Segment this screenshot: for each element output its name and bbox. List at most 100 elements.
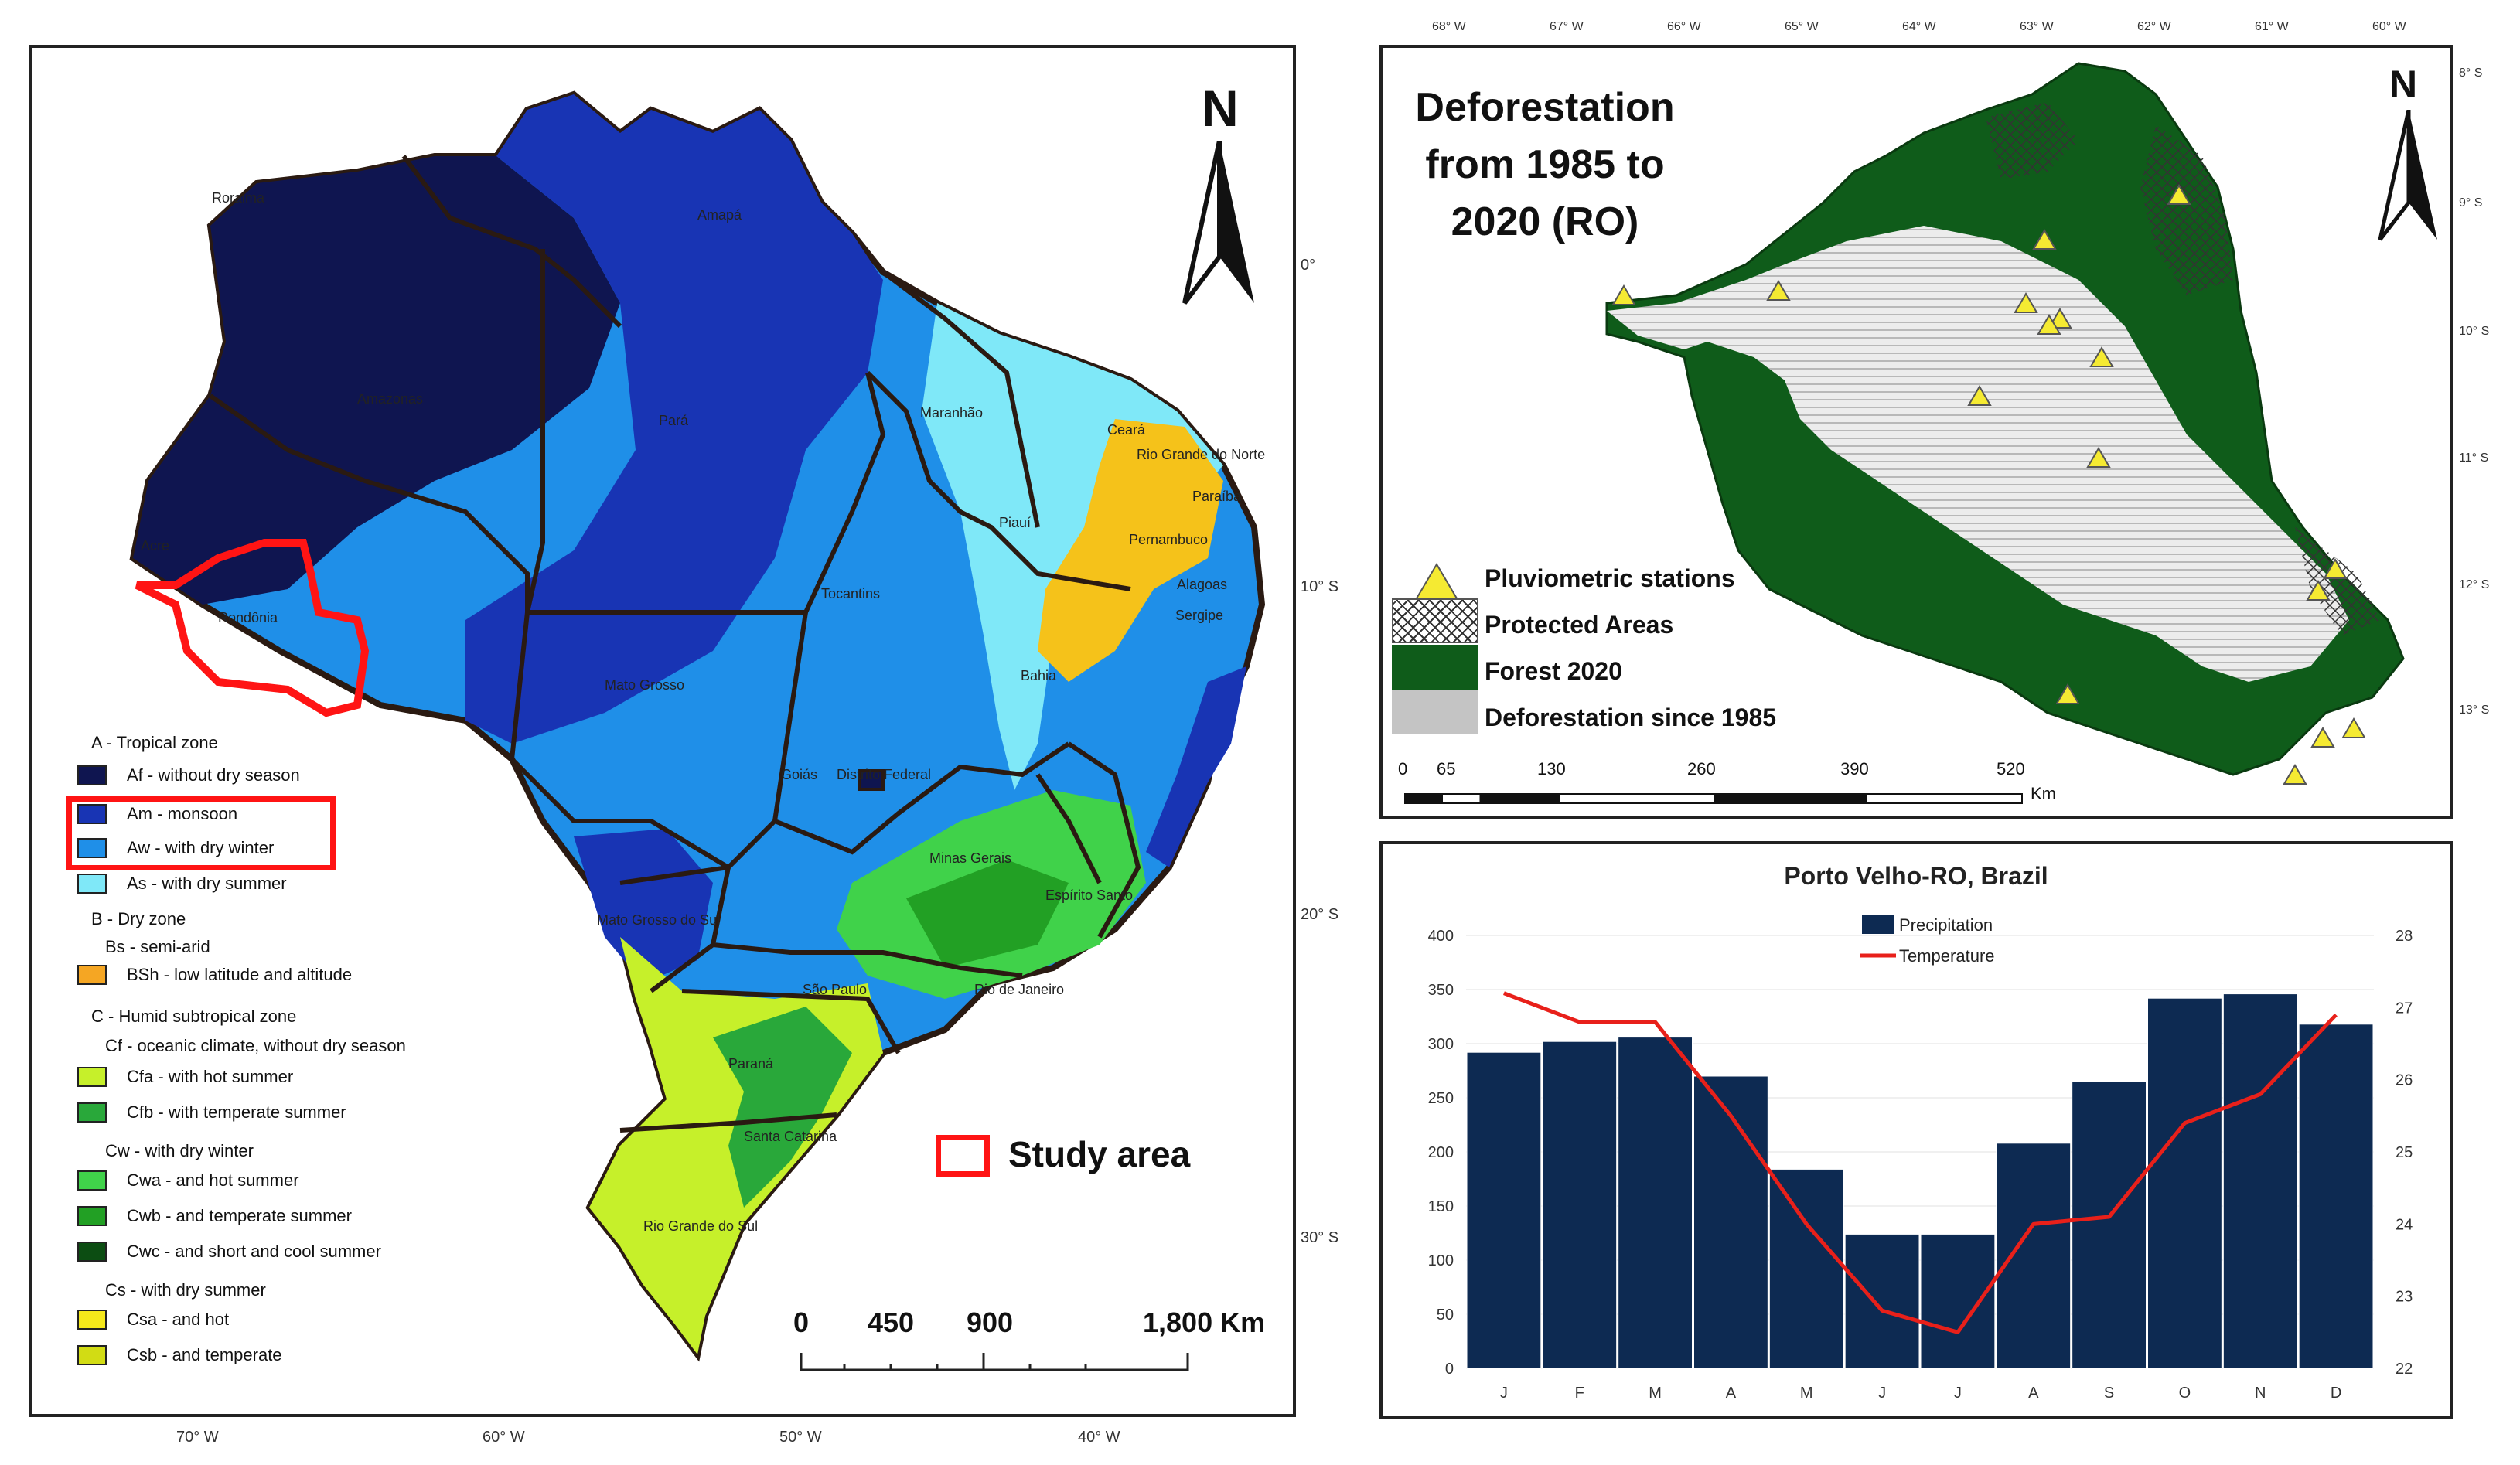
- legend-deforestation: Deforestation since 1985: [1485, 704, 1777, 731]
- ro-scale-label: 65: [1437, 759, 1456, 778]
- state-label: Paraíba: [1192, 489, 1242, 504]
- legend-swatch-csb: [77, 1345, 107, 1365]
- chart-y-axis-right: 22 23 24 25 26 27 28: [2396, 928, 2413, 1378]
- y-tick-right: 28: [2396, 928, 2413, 945]
- state-label: Rio Grande do Norte: [1137, 447, 1265, 462]
- precip-bar: [2147, 997, 2222, 1369]
- station-marker: [2086, 447, 2111, 468]
- legend-item: BSh - low latitude and altitude: [127, 965, 353, 984]
- lat-tick: 12° S: [2459, 578, 2490, 591]
- x-tick: O: [2179, 1385, 2191, 1402]
- chart-y-axis-left: 0 50 100 150 200 250 300 350 400: [1428, 928, 1454, 1378]
- legend-deforestation-swatch: [1392, 690, 1478, 734]
- legend-stations: Pluviometric stations: [1485, 564, 1735, 592]
- legend-item: Cwa - and hot summer: [127, 1170, 299, 1190]
- legend-item: Af - without dry season: [127, 765, 300, 785]
- chart-bars: [1466, 993, 2374, 1369]
- state-label: Mato Grosso do Sul: [597, 912, 720, 928]
- legend-swatch-aw: [77, 838, 107, 858]
- ro-scale-label: 260: [1687, 759, 1716, 778]
- state-label: Distrito Federal: [837, 767, 931, 782]
- north-arrow-icon: [2378, 110, 2437, 241]
- study-area-label: Study area: [1008, 1134, 1191, 1174]
- study-area-swatch: [936, 1135, 990, 1177]
- legend-item: Am - monsoon: [127, 804, 238, 823]
- station-marker: [1766, 280, 1791, 301]
- ro-scale-bar: [1404, 793, 2023, 804]
- legend-swatch-as: [77, 874, 107, 894]
- lon-tick: 66° W: [1667, 20, 1701, 33]
- legend-swatch-bsh: [77, 965, 107, 985]
- state-label: Tocantins: [821, 586, 880, 601]
- zone-am-coast: [1146, 666, 1246, 867]
- state-label: Acre: [141, 538, 169, 554]
- lat-tick: 11° S: [2459, 451, 2489, 465]
- climate-chart: Porto Velho-RO, Brazil 0 50 100 150 200 250 30…: [1428, 862, 2413, 1402]
- y-tick-left: 100: [1428, 1252, 1454, 1269]
- scale-label: 450: [868, 1307, 915, 1338]
- scale-bar: [800, 1353, 1189, 1371]
- y-tick-right: 24: [2396, 1216, 2413, 1233]
- station-marker: [2089, 346, 2114, 367]
- ro-scale-label: 390: [1840, 759, 1869, 778]
- state-label: Espírito Santo: [1045, 888, 1133, 903]
- legend-protected-swatch: [1392, 598, 1478, 643]
- temperature-line: [1503, 991, 2338, 1334]
- y-tick-left: 0: [1445, 1361, 1454, 1378]
- lon-tick: 40° W: [1078, 1429, 1120, 1446]
- x-tick: J: [1878, 1385, 1886, 1402]
- legend-precip-label: Precipitation: [1899, 915, 1993, 935]
- station-marker: [2283, 764, 2307, 785]
- legend-highlight-box: [66, 796, 336, 870]
- legend-subheading: Cf - oceanic climate, without dry season: [105, 1036, 406, 1055]
- station-marker: [2048, 308, 2072, 329]
- station-marker: [1967, 385, 1992, 406]
- state-label: Bahia: [1021, 668, 1057, 683]
- state-labels: Roraima Amapá Amazonas Pará Maranhão Cea…: [141, 190, 1265, 1234]
- legend-item: Cwb - and temperate summer: [127, 1206, 352, 1225]
- brazil-map: Roraima Amapá Amazonas Pará Maranhão Cea…: [129, 90, 1265, 1362]
- y-tick-left: 400: [1428, 928, 1454, 945]
- x-tick: J: [1954, 1385, 1962, 1402]
- lon-tick: 50° W: [779, 1429, 822, 1446]
- chart-title: Porto Velho-RO, Brazil: [1784, 862, 2048, 890]
- study-area-outline: [135, 539, 370, 717]
- station-marker: [2032, 229, 2057, 250]
- legend-swatch-cfa: [77, 1067, 107, 1087]
- scale-label: 0: [793, 1307, 810, 1338]
- legend-heading: B - Dry zone: [91, 909, 186, 928]
- precip-bar: [2298, 1024, 2374, 1369]
- distrito-federal-box: [858, 769, 885, 791]
- climate-chart-panel: Porto Velho-RO, Brazil 0 50 100 150 200 250 30…: [1379, 841, 2453, 1419]
- lon-tick: 60° W: [483, 1429, 525, 1446]
- ro-protected-2: [1986, 102, 2078, 179]
- lon-tick: 65° W: [1785, 20, 1819, 33]
- x-tick: M: [1800, 1385, 1813, 1402]
- precip-bar: [2072, 1081, 2147, 1369]
- legend-forest: Forest 2020: [1485, 657, 1622, 685]
- x-tick: N: [2255, 1385, 2266, 1402]
- state-label: Maranhão: [920, 405, 983, 421]
- state-label: Paraná: [728, 1056, 774, 1071]
- y-tick-left: 300: [1428, 1036, 1454, 1053]
- station-marker: [1611, 284, 1636, 305]
- precip-bar: [1542, 1041, 1618, 1369]
- legend-subheading: Bs - semi-arid: [105, 937, 210, 956]
- y-tick-right: 25: [2396, 1144, 2413, 1161]
- scale-label: 900: [967, 1307, 1014, 1338]
- state-label: Pará: [659, 413, 689, 428]
- legend-forest-swatch: [1392, 645, 1478, 690]
- zone-bsh: [1038, 419, 1223, 682]
- pluviometric-stations: [1611, 184, 2366, 785]
- legend-swatch-csa: [77, 1310, 107, 1330]
- scale-label: 1,800 Km: [1143, 1307, 1266, 1338]
- ro-title-line: from 1985 to: [1425, 142, 1665, 187]
- y-tick-left: 250: [1428, 1090, 1454, 1107]
- precip-bar: [1844, 1233, 1920, 1369]
- lat-tick: 10° S: [2459, 325, 2490, 338]
- zone-am-ms: [574, 829, 713, 983]
- legend-precip-swatch: [1862, 915, 1894, 934]
- legend-subheading: Cs - with dry summer: [105, 1280, 266, 1300]
- lon-tick: 67° W: [1550, 20, 1584, 33]
- brazil-map-panel: Roraima Amapá Amazonas Pará Maranhão Cea…: [29, 45, 1315, 1417]
